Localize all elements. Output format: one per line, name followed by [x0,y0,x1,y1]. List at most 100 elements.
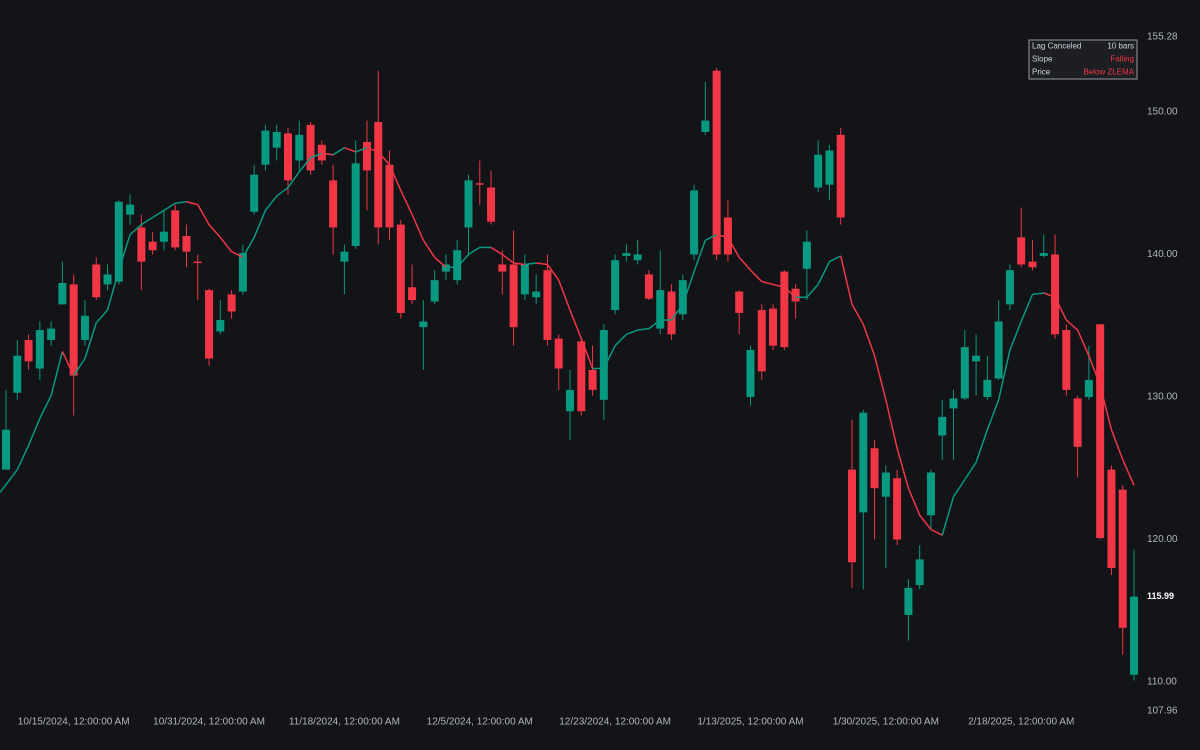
candle-body [137,227,146,262]
candle-body [972,355,981,362]
zlema-line [501,253,515,264]
x-tick-label: 11/18/2024, 12:00:00 AM [289,717,400,728]
candle-body [295,134,304,161]
candle-body [1005,270,1014,305]
zlema-line [253,210,267,238]
candle-body [340,251,349,262]
zlema-line [761,280,774,286]
zlema-line [648,319,661,330]
zlema-line [298,157,312,173]
candle-body [1028,261,1037,268]
y-tick-label: 120.00 [1147,534,1178,545]
candle-body [791,288,800,302]
candle-body [69,284,78,376]
candle-body [701,120,710,132]
zlema-line [39,395,52,419]
candle-body [80,315,89,340]
zlema-line [1110,429,1124,460]
zlema-line [175,201,187,204]
zlema-line [27,418,41,446]
candle-body [362,141,371,171]
candle-body [723,217,732,255]
candle-body [498,264,507,272]
candle-body [453,250,462,281]
candle-body [1062,330,1071,390]
zlema-line [693,240,707,272]
zlema-line [490,246,503,256]
candle-body [227,294,236,312]
candle-body [126,204,135,215]
candle-body [836,134,845,218]
candle-body [58,282,67,305]
info-label: Price [1032,68,1051,77]
candle-body [949,398,958,409]
candle-body [205,290,214,359]
x-tick-label: 10/15/2024, 12:00:00 AM [18,717,130,728]
candle-body [1039,253,1048,256]
candle-body [960,347,969,399]
zlema-line [1043,292,1056,298]
zlema-line [1054,296,1067,321]
zlema-line [738,256,752,271]
candle-body [667,291,676,335]
zlema-line [580,338,594,369]
candle-body [148,241,157,251]
candle-body [622,253,631,256]
candle-body [1017,237,1026,265]
candle-body [938,416,947,436]
zlema-line [851,304,864,325]
candle-body [306,124,315,171]
zlema-line [546,264,560,281]
zlema-line [1122,459,1135,486]
zlema-line [1099,385,1113,430]
y-tick-label: 150.00 [1147,107,1178,118]
zlema-line [95,309,109,324]
candle-body [396,224,405,313]
zlema-line [896,448,910,489]
zlema-line [952,479,966,498]
candle-body [351,163,360,246]
zlema-line [670,303,684,321]
candle-body [566,389,574,412]
candle-body [769,308,778,346]
candle-body [35,330,44,369]
zlema-line [817,261,831,285]
zlema-line [536,262,548,266]
candle-body [509,264,518,328]
candle-body [317,144,326,161]
candle-body [475,183,484,185]
candle-body [599,330,608,400]
zlema-line [106,269,120,311]
zlema-line [208,224,221,238]
zlema-line [907,487,921,516]
zlema-line [400,190,413,215]
zlema-line [152,209,165,219]
zlema-line [919,514,932,530]
candle-body [2,429,10,470]
candle-body [757,310,766,372]
zlema-line [73,358,86,377]
zlema-line [434,256,447,268]
candle-body [994,321,1003,379]
zlema-line [964,462,977,481]
candle-body [588,369,597,390]
candle-body [1051,254,1060,335]
candle-body [216,320,225,332]
zlema-line [118,234,131,271]
y-tick-label: 155.28 [1147,31,1178,42]
candle-body [1118,489,1127,628]
zlema-line [975,429,989,463]
candle-body [814,154,823,188]
candle-body [1130,596,1138,675]
zlema-line [1009,321,1022,351]
y-tick-label: 130.00 [1147,392,1178,403]
candle-body [520,264,529,295]
candle-body [238,253,247,292]
candle-body [1096,324,1105,539]
candle-body [746,349,755,397]
zlema-line [219,236,233,253]
candle-body [915,559,924,586]
zlema-line [637,327,650,331]
